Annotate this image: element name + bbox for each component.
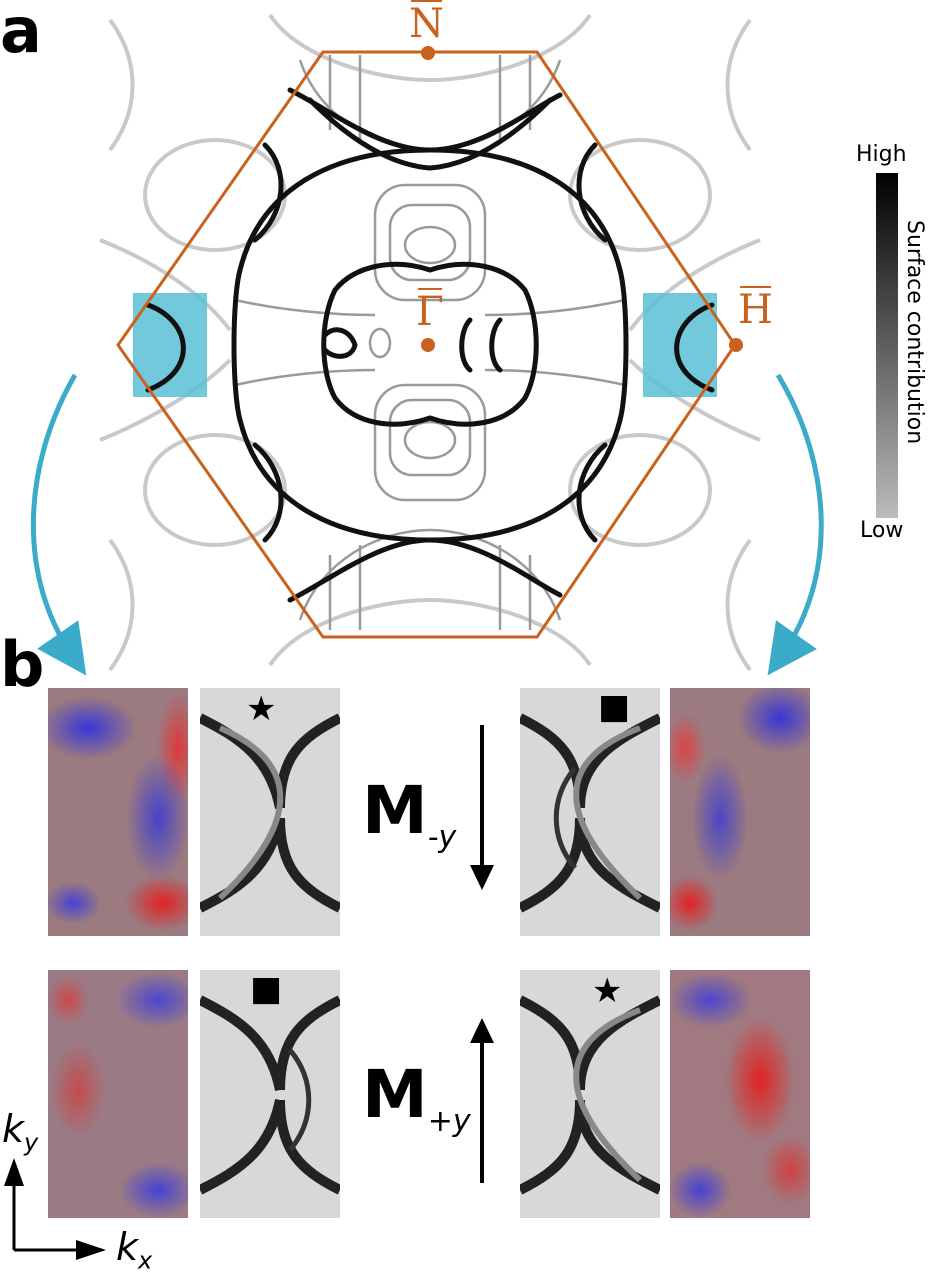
magnetization-label-top: M-y [362,772,457,856]
kx-label: kx [116,1225,153,1275]
spin-map-top-left [48,688,188,936]
magnetization-label-bottom: M+y [362,1056,471,1140]
point-gamma-dot [421,338,435,352]
spin-map-top-right [670,688,810,936]
brillouin-zone [116,50,737,639]
ghost-contours [99,13,761,672]
surface-map-top-left: ★ [200,688,340,936]
colorbar-title: Surface contribution [902,220,927,445]
spin-map-bottom-left [48,970,188,1218]
ky-label: ky [2,1107,39,1157]
colorbar [876,173,898,518]
spin-map-bottom-right [670,970,810,1218]
point-h-label: H [738,286,773,333]
point-n-dot [421,46,435,60]
point-n-label: N [409,0,444,47]
surface-map-bottom-left: ■ [200,970,340,1218]
point-gamma-label: Γ [416,288,444,335]
surface-map-top-right: ■ [520,688,660,936]
point-h-dot [729,338,743,352]
fermi-surface-diagram [30,13,824,676]
surface-contours [145,87,715,603]
marker-bottom-left: ■ [250,970,283,1009]
marker-top-left: ★ [246,689,277,729]
colorbar-high-label: High [856,142,907,167]
arrow-right [767,373,824,676]
arrow-left [30,373,87,676]
surface-map-bottom-right: ★ [520,970,660,1218]
k-axes-indicator [4,1158,106,1260]
marker-bottom-right: ★ [592,971,623,1011]
panel-a-letter: a [0,0,42,67]
magnetization-arrow-up [470,1018,494,1183]
colorbar-low-label: Low [860,518,904,543]
panel-b-letter: b [0,628,45,701]
magnetization-arrow-down [470,725,494,890]
marker-top-right: ■ [598,688,631,727]
